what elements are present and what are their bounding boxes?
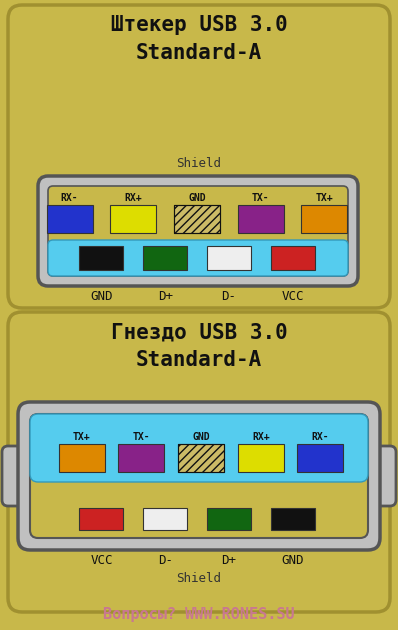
Bar <box>207 246 251 270</box>
FancyBboxPatch shape <box>30 414 368 482</box>
Text: D+: D+ <box>158 290 173 303</box>
Text: Standard-A: Standard-A <box>136 350 262 370</box>
Bar <box>143 508 187 530</box>
Bar <box>174 205 220 233</box>
Text: GND: GND <box>281 554 304 567</box>
Text: GND: GND <box>90 290 113 303</box>
Bar <box>80 508 123 530</box>
Text: D-: D- <box>221 290 236 303</box>
Bar <box>178 444 224 472</box>
Text: RX-: RX- <box>61 193 78 203</box>
FancyBboxPatch shape <box>48 240 348 276</box>
Text: TX+: TX+ <box>73 432 90 442</box>
Text: Shield: Shield <box>176 157 222 170</box>
Bar <box>118 444 164 472</box>
Text: RX+: RX+ <box>125 193 142 203</box>
Text: VCC: VCC <box>281 290 304 303</box>
Text: Standard-A: Standard-A <box>136 43 262 63</box>
Text: TX-: TX- <box>133 432 150 442</box>
Bar <box>143 246 187 270</box>
Bar <box>110 205 156 233</box>
Bar <box>271 508 314 530</box>
Text: RX+: RX+ <box>252 432 269 442</box>
Text: Гнездо USB 3.0: Гнездо USB 3.0 <box>111 322 287 342</box>
FancyBboxPatch shape <box>8 5 390 308</box>
Bar <box>238 205 284 233</box>
FancyBboxPatch shape <box>2 446 24 506</box>
Bar <box>207 508 251 530</box>
Text: Shield: Shield <box>176 571 222 585</box>
Bar <box>80 246 123 270</box>
Bar <box>271 246 314 270</box>
Text: GND: GND <box>188 193 206 203</box>
FancyBboxPatch shape <box>38 176 358 286</box>
Text: VCC: VCC <box>90 554 113 567</box>
FancyBboxPatch shape <box>374 446 396 506</box>
Bar <box>47 205 93 233</box>
FancyBboxPatch shape <box>30 414 368 538</box>
Text: TX-: TX- <box>252 193 269 203</box>
Bar <box>297 444 343 472</box>
Bar <box>178 444 224 472</box>
Text: Штекер USB 3.0: Штекер USB 3.0 <box>111 15 287 35</box>
FancyBboxPatch shape <box>18 402 380 550</box>
Text: RX-: RX- <box>312 432 329 442</box>
Text: D-: D- <box>158 554 173 567</box>
Bar <box>238 444 284 472</box>
FancyBboxPatch shape <box>48 186 348 276</box>
Bar <box>59 444 105 472</box>
Bar <box>301 205 347 233</box>
Text: GND: GND <box>192 432 210 442</box>
FancyBboxPatch shape <box>8 312 390 612</box>
Text: D+: D+ <box>221 554 236 567</box>
Text: Вопросы? WWW.RONES.SU: Вопросы? WWW.RONES.SU <box>103 607 295 622</box>
Bar <box>174 205 220 233</box>
Text: TX+: TX+ <box>316 193 333 203</box>
